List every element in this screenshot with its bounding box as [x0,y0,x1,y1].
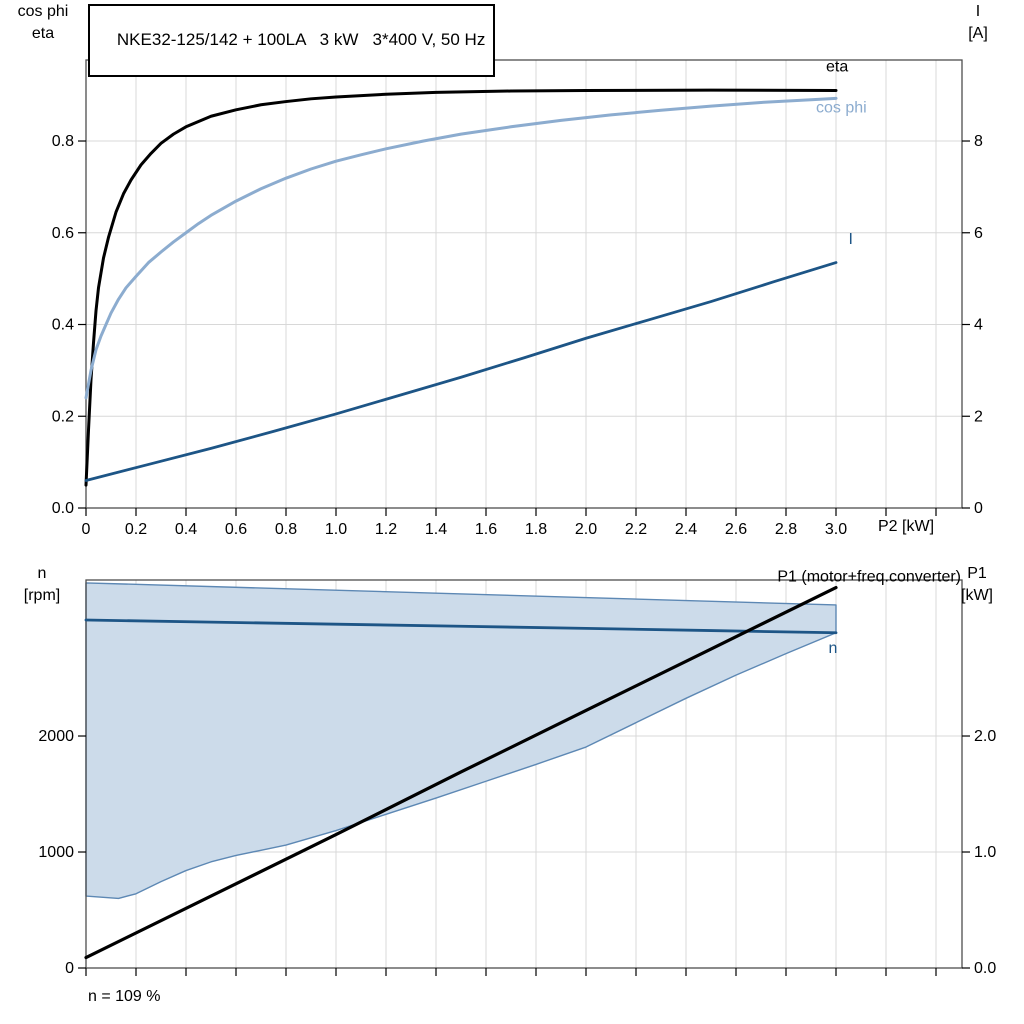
series-label-cos_phi: cos phi [816,100,867,117]
x-tick-label: 1.0 [325,521,347,538]
right-tick-label: 0 [974,500,983,517]
right-tick-label: 8 [974,133,983,150]
left-tick-label: 0.6 [52,225,74,242]
speed-range-envelope [85,582,837,900]
right-tick-label: 6 [974,225,983,242]
series-n [84,618,838,635]
series-I [84,261,838,482]
right-tick-label: 4 [974,317,983,334]
top-left-axis-title-eta: eta [32,25,54,42]
speed-percent-footnote: n = 109 % [88,988,161,1005]
x-tick-label: 1.2 [375,521,397,538]
left-tick-label: 0.0 [52,500,74,517]
series-P1 [84,585,838,960]
chart-title: NKE32-125/142 + 100LA 3 kW 3*400 V, 50 H… [116,30,486,49]
x-tick-label: 3.0 [825,521,847,538]
series-label-P1: P1 (motor+freq.converter) [777,569,961,586]
x-tick-label: 1.4 [425,521,447,538]
bottom-chart: n P1 (motor+freq.converter) 0 1000 2000 0.0 1.… [38,569,996,977]
right-tick-label: 2.0 [974,728,996,745]
right-tick-label: 0.0 [974,960,996,977]
x-tick-label: 2.6 [725,521,747,538]
x-tick-label: 1.6 [475,521,497,538]
top-chart: eta cos phi I 0 0.2 0.4 0.6 0.8 1.0 1.2 1.4 1.6 1.8 2… [52,58,983,538]
left-tick-label: 0.8 [52,133,74,150]
plot-frame [85,59,963,509]
top-right-axis-title-a: [A] [968,25,988,42]
left-tick-label: 0 [65,960,74,977]
x-tick-label: 0.8 [275,521,297,538]
x-tick-label: 0 [82,521,91,538]
top-right-axis-title-i: I [976,3,980,20]
left-tick-label: 1000 [38,844,74,861]
plot-frame [85,579,963,969]
chart-title-box: NKE32-125/142 + 100LA 3 kW 3*400 V, 50 H… [88,4,496,77]
series-label-I: I [849,231,853,248]
x-tick-label: 2.8 [775,521,797,538]
top-left-axis-title-cos-phi: cos phi [18,3,69,20]
bottom-right-axis-title-kw: [kW] [961,587,993,604]
left-tick-label: 0.4 [52,317,74,334]
series-cos_phi [84,96,838,400]
left-tick-label: 2000 [38,728,74,745]
x-tick-label: 0.4 [175,521,197,538]
bottom-right-axis-title-p1: P1 [967,565,987,582]
x-tick-label: 0.2 [125,521,147,538]
x-tick-label: 1.8 [525,521,547,538]
top-x-axis-label: P2 [kW] [878,518,934,535]
series-label-eta: eta [826,58,848,75]
x-tick-label: 2.0 [575,521,597,538]
right-tick-label: 2 [974,408,983,425]
bottom-left-axis-title-rpm: [rpm] [24,587,60,604]
series-eta [84,88,838,487]
x-tick-label: 0.6 [225,521,247,538]
x-tick-label: 2.2 [625,521,647,538]
bottom-left-axis-title-n: n [38,565,47,582]
series-label-n: n [829,640,838,657]
left-tick-label: 0.2 [52,408,74,425]
x-tick-label: 2.4 [675,521,697,538]
right-tick-label: 1.0 [974,844,996,861]
